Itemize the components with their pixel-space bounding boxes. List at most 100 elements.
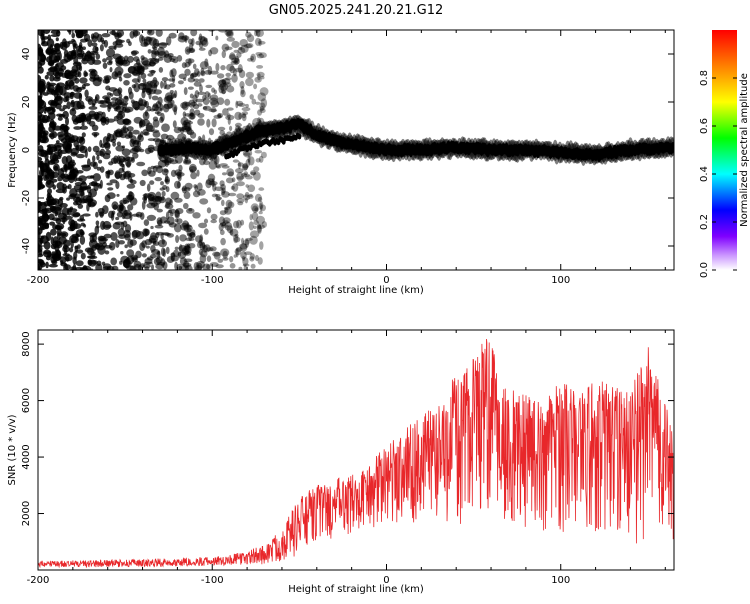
spectrogram-noise-blob — [99, 104, 109, 108]
spectrogram-noise-blob — [124, 224, 132, 233]
spectrogram-noise-blob — [45, 49, 51, 54]
spectrogram-noise-blob — [66, 197, 70, 201]
spectrogram-noise-blob — [231, 183, 239, 192]
spectrogram-noise-blob — [203, 37, 208, 42]
spectrogram-ytick-label: 20 — [21, 96, 32, 109]
spectrogram-noise-blob — [231, 177, 236, 183]
spectrogram-noise-blob — [257, 225, 262, 234]
spectrogram-noise-blob — [198, 248, 203, 256]
spectrogram-noise-blob — [87, 146, 92, 153]
snr-xlabel: Height of straight line (km) — [288, 584, 424, 595]
spectrogram-noise-blob — [179, 234, 187, 242]
spectrogram-noise-blob — [52, 49, 61, 55]
spectrogram-noise-blob — [106, 92, 112, 96]
spectrogram-noise-blob — [125, 265, 135, 270]
spectrogram-noise-blob — [79, 267, 89, 270]
spectrogram-noise-blob — [65, 95, 70, 102]
spectrogram-noise-blob — [260, 204, 266, 212]
spectrogram-noise-blob — [229, 229, 234, 236]
spectrogram-noise-blob — [38, 200, 42, 206]
spectrogram-noise-blob — [195, 40, 202, 46]
spectrogram-noise-blob — [219, 83, 229, 91]
spectrogram-noise-blob — [103, 233, 112, 239]
spectrogram-noise-blob — [114, 171, 123, 179]
spectrogram-noise-blob — [199, 198, 209, 205]
spectrogram-noise-blob — [242, 148, 253, 158]
spectrogram-noise-blob — [61, 207, 70, 217]
spectrogram-noise-blob — [118, 234, 126, 240]
spectrogram-noise-blob — [155, 191, 162, 199]
spectrogram-noise-blob — [99, 238, 109, 242]
spectrogram-noise-blob — [238, 113, 242, 120]
spectrogram-noise-blob — [131, 230, 138, 240]
spectrogram-noise-blob — [257, 92, 267, 102]
spectrogram-noise-blob — [62, 215, 66, 225]
spectrogram-noise-blob — [54, 71, 61, 80]
spectrogram-noise-blob — [198, 47, 206, 51]
spectrogram-noise-blob — [67, 184, 72, 190]
ridge-peak — [262, 124, 271, 132]
spectrogram-noise-blob — [55, 188, 66, 194]
spectrogram-noise-blob — [121, 148, 131, 157]
spectrogram-noise-blob — [206, 255, 212, 262]
spectrogram-noise-blob — [79, 229, 84, 236]
spectrogram-noise-blob — [91, 124, 99, 131]
spectrogram-noise-blob — [144, 147, 152, 155]
spectrogram-noise-blob — [47, 99, 56, 106]
spectrogram-noise-blob — [147, 138, 156, 142]
spectrogram-noise-blob — [235, 247, 243, 252]
spectrogram-noise-blob — [240, 89, 246, 98]
spectrogram-noise-blob — [47, 61, 54, 66]
spectrogram-noise-blob — [221, 222, 226, 227]
spectrogram-noise-blob — [206, 118, 211, 128]
spectrogram-noise-blob — [181, 247, 190, 256]
spectrogram-noise-blob — [241, 237, 244, 245]
colorbar-tick-label: 0.6 — [699, 118, 710, 134]
spectrogram-noise-blob — [226, 107, 234, 111]
spectrogram-xlabel: Height of straight line (km) — [288, 285, 424, 296]
spectrogram-noise-blob — [130, 254, 139, 260]
spectrogram-noise-blob — [121, 59, 131, 67]
spectrogram-noise-blob — [161, 168, 169, 176]
spectrogram-noise-blob — [49, 75, 55, 82]
spectrogram-noise-blob — [258, 38, 262, 47]
spectrogram-noise-blob — [89, 234, 95, 243]
spectrogram-noise-blob — [220, 85, 227, 94]
spectrogram-noise-blob — [200, 250, 208, 258]
ridge-peak — [271, 125, 278, 132]
spectrogram-noise-blob — [184, 264, 193, 270]
spectrogram-noise-blob — [130, 179, 137, 185]
spectrogram-noise-blob — [87, 259, 92, 265]
spectrogram-noise-blob — [74, 182, 83, 186]
spectrogram-noise-blob — [174, 180, 181, 189]
spectrogram-noise-blob — [96, 166, 101, 171]
spectrogram-noise-blob — [250, 170, 256, 176]
spectrogram-noise-blob — [56, 113, 64, 117]
spectrogram-noise-blob — [61, 72, 69, 78]
spectrogram-noise-blob — [100, 220, 106, 230]
spectrogram-noise-blob — [257, 109, 263, 116]
spectrogram-noise-blob — [136, 161, 146, 167]
spectrogram-noise-blob — [189, 231, 196, 238]
spectrogram-noise-blob — [210, 100, 220, 108]
spectrogram-noise-blob — [184, 182, 193, 190]
spectrogram-noise-blob — [151, 95, 159, 101]
spectrogram-noise-blob — [146, 80, 154, 86]
spectrogram-noise-blob — [213, 251, 221, 260]
spectrogram-noise-blob — [68, 173, 75, 184]
spectrogram-noise-blob — [221, 50, 226, 59]
spectrogram-noise-blob — [256, 224, 262, 230]
spectrogram-noise-blob — [257, 257, 263, 265]
spectrogram-noise-blob — [102, 62, 108, 69]
spectrogram-noise-blob — [125, 156, 135, 162]
spectrogram-noise-blob — [163, 80, 167, 90]
spectrogram-noise-blob — [149, 58, 160, 65]
spectrogram-noise-blob — [213, 114, 222, 119]
spectrogram-noise-blob — [189, 73, 195, 80]
spectrogram-noise-blob — [208, 160, 217, 170]
spectrogram-noise-blob — [95, 220, 100, 226]
spectrogram-noise-blob — [236, 181, 245, 187]
spectrogram-noise-blob — [245, 71, 254, 79]
spectrogram-noise-blob — [39, 135, 47, 139]
spectrogram-noise-blob — [116, 113, 123, 120]
